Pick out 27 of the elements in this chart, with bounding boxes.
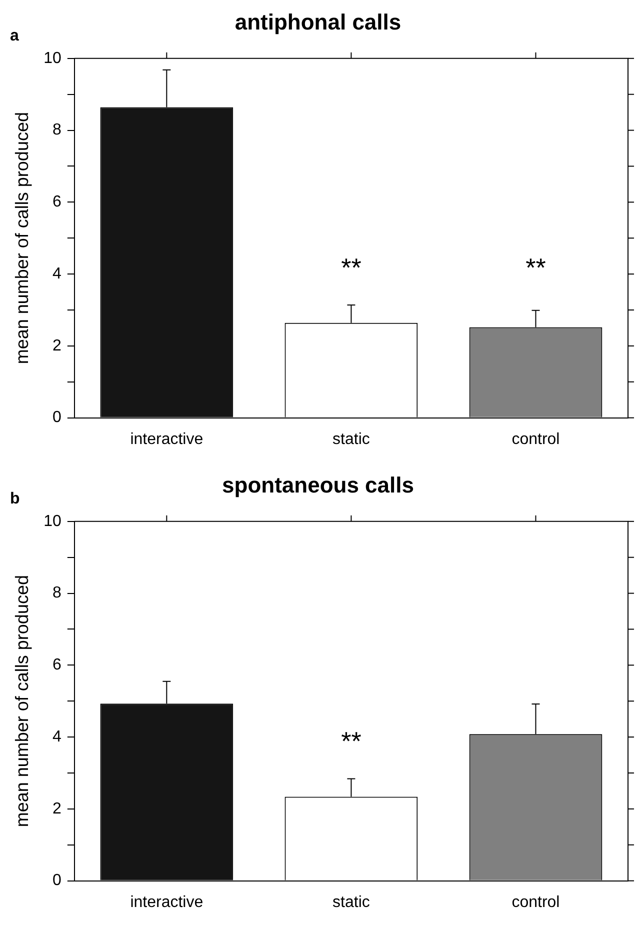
- text: b: [10, 490, 20, 508]
- y-axis-title: mean number of calls produced: [12, 575, 32, 828]
- x-tick-label: control: [512, 894, 560, 911]
- y-tick-label: 6: [52, 194, 62, 211]
- annotation: **: [526, 252, 546, 282]
- y-tick-label: 10: [44, 50, 62, 67]
- y-tick-label: 10: [44, 512, 62, 530]
- annotation: **: [341, 252, 362, 282]
- y-tick-label: 4: [52, 728, 62, 746]
- y-tick-label: 4: [52, 265, 62, 282]
- y-tick-label: 0: [52, 409, 62, 426]
- y-tick-label: 2: [52, 800, 62, 818]
- x-tick-label: control: [512, 430, 560, 448]
- y-tick-label: 6: [52, 656, 62, 674]
- x-tick-label: interactive: [130, 430, 204, 448]
- x-tick-label: interactive: [130, 894, 204, 911]
- y-tick-label: 8: [52, 122, 62, 139]
- y-tick-label: 2: [52, 337, 62, 354]
- y-axis-title: mean number of calls produced: [12, 112, 32, 364]
- y-tick-label: 8: [52, 584, 62, 602]
- y-tick-label: 0: [52, 872, 62, 890]
- annotation: **: [341, 726, 362, 756]
- text: a: [10, 27, 19, 44]
- chart-title: antiphonal calls: [234, 9, 402, 34]
- x-tick-label: static: [332, 894, 370, 911]
- x-tick-label: static: [332, 430, 370, 448]
- chart-title: spontaneous calls: [222, 472, 414, 498]
